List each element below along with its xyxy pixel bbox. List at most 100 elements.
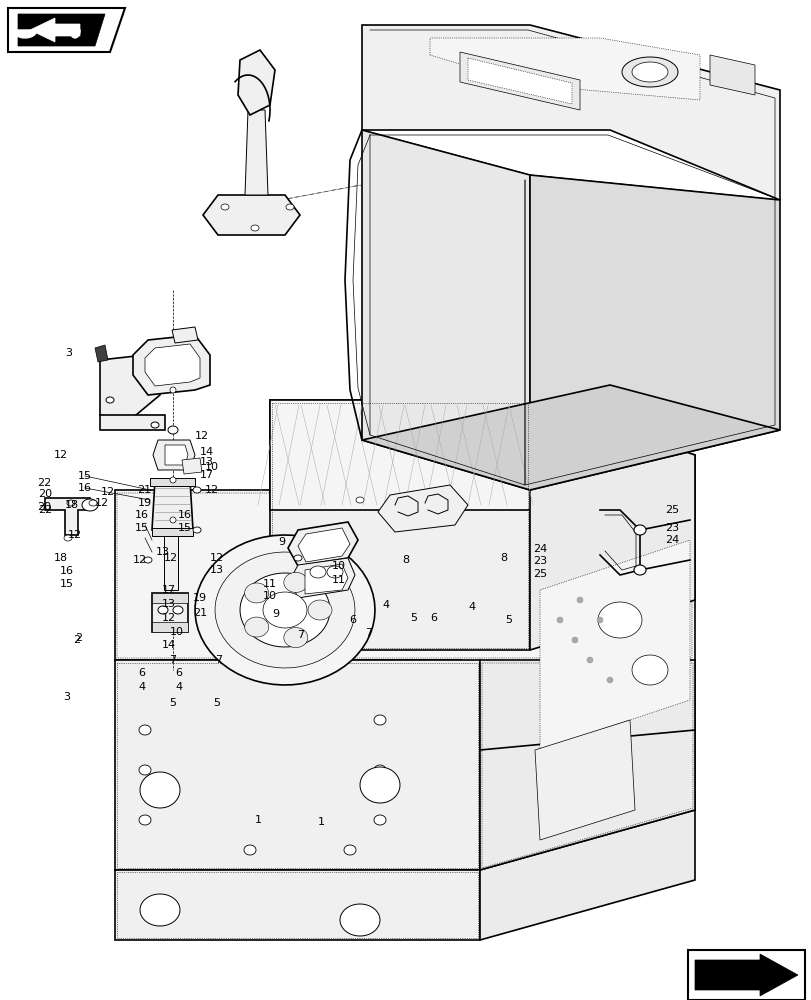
Text: 25: 25	[532, 569, 547, 579]
Text: 12: 12	[68, 530, 82, 540]
Text: 6: 6	[430, 613, 436, 623]
Polygon shape	[556, 617, 562, 623]
Text: 11: 11	[262, 579, 277, 589]
Text: 16: 16	[178, 510, 191, 520]
Text: 14: 14	[200, 447, 214, 457]
Text: 10: 10	[332, 561, 345, 571]
Polygon shape	[310, 566, 325, 578]
Text: 7: 7	[169, 655, 176, 665]
Polygon shape	[344, 845, 355, 855]
Polygon shape	[238, 50, 275, 115]
Polygon shape	[479, 730, 694, 870]
Polygon shape	[355, 497, 363, 503]
Text: 14: 14	[161, 640, 176, 650]
Text: 23: 23	[664, 523, 678, 533]
Polygon shape	[82, 499, 98, 511]
Polygon shape	[270, 400, 694, 560]
Text: 21: 21	[193, 608, 207, 618]
Polygon shape	[378, 485, 467, 532]
Text: 16: 16	[78, 483, 92, 493]
Text: 7: 7	[215, 655, 222, 665]
Text: 25: 25	[664, 505, 678, 515]
Polygon shape	[169, 477, 176, 483]
Polygon shape	[133, 335, 210, 395]
Polygon shape	[151, 422, 159, 428]
Polygon shape	[244, 845, 255, 855]
Text: 3: 3	[63, 692, 70, 702]
Text: 10: 10	[169, 627, 184, 637]
Polygon shape	[694, 954, 797, 996]
Polygon shape	[586, 657, 592, 663]
Text: 1: 1	[318, 817, 324, 827]
Polygon shape	[244, 583, 268, 603]
Polygon shape	[45, 498, 90, 535]
Text: 8: 8	[500, 553, 507, 563]
Polygon shape	[374, 765, 385, 775]
Polygon shape	[340, 904, 380, 936]
Text: 12: 12	[95, 498, 109, 508]
Text: 6: 6	[350, 615, 356, 625]
Polygon shape	[70, 30, 80, 38]
Text: 13: 13	[155, 547, 169, 557]
Polygon shape	[633, 565, 646, 575]
Polygon shape	[460, 52, 579, 110]
Polygon shape	[215, 552, 354, 668]
Polygon shape	[8, 8, 125, 52]
Polygon shape	[172, 327, 198, 343]
Polygon shape	[284, 572, 307, 592]
Polygon shape	[298, 528, 350, 562]
Polygon shape	[139, 765, 151, 775]
Polygon shape	[152, 528, 193, 536]
Text: 7: 7	[297, 630, 303, 640]
Text: 13: 13	[210, 565, 224, 575]
Polygon shape	[152, 593, 188, 603]
Polygon shape	[203, 195, 299, 235]
Polygon shape	[597, 602, 642, 638]
Polygon shape	[362, 25, 779, 200]
Polygon shape	[285, 204, 294, 210]
Text: 17: 17	[161, 585, 176, 595]
Polygon shape	[362, 385, 779, 490]
Polygon shape	[290, 558, 354, 598]
Polygon shape	[621, 57, 677, 87]
Polygon shape	[284, 628, 307, 648]
Text: 12: 12	[163, 553, 178, 563]
Polygon shape	[144, 557, 152, 563]
Polygon shape	[152, 440, 195, 470]
Text: 15: 15	[135, 523, 149, 533]
Polygon shape	[139, 725, 151, 735]
Text: 7: 7	[365, 628, 371, 638]
Text: 11: 11	[332, 575, 345, 585]
Polygon shape	[577, 597, 582, 603]
Polygon shape	[709, 55, 754, 95]
Polygon shape	[158, 606, 168, 614]
Text: 8: 8	[402, 555, 409, 565]
Text: 5: 5	[169, 698, 176, 708]
Polygon shape	[530, 175, 779, 490]
Polygon shape	[13, 30, 37, 38]
Polygon shape	[152, 593, 188, 632]
Text: 18: 18	[65, 500, 79, 510]
Text: 5: 5	[212, 698, 220, 708]
Polygon shape	[182, 458, 202, 474]
Polygon shape	[100, 355, 160, 420]
Text: 4: 4	[139, 682, 145, 692]
Polygon shape	[327, 566, 342, 578]
Text: 13: 13	[200, 457, 214, 467]
Polygon shape	[631, 62, 667, 82]
Polygon shape	[607, 677, 612, 683]
Text: 3: 3	[65, 348, 72, 358]
Text: 13: 13	[161, 599, 176, 609]
Text: 16: 16	[135, 510, 149, 520]
Text: 18: 18	[54, 553, 68, 563]
Polygon shape	[240, 573, 329, 647]
Polygon shape	[221, 204, 229, 210]
Polygon shape	[193, 487, 201, 493]
Polygon shape	[305, 564, 348, 594]
Polygon shape	[18, 14, 105, 46]
Text: 2: 2	[75, 633, 82, 643]
Polygon shape	[173, 606, 182, 614]
Text: 17: 17	[200, 470, 214, 480]
Polygon shape	[169, 427, 176, 433]
Polygon shape	[164, 536, 178, 590]
